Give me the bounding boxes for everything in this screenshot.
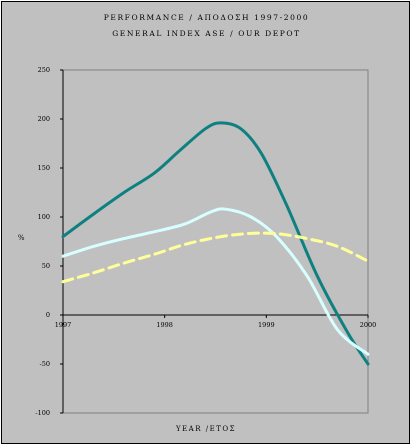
series-line-1 <box>61 121 370 366</box>
x-tick-label: 2000 <box>360 321 377 329</box>
x-axis-title: YEAR /ΕΤΟΣ <box>175 425 236 433</box>
y-tick-label: 100 <box>38 213 50 221</box>
series-line-2 <box>61 207 370 356</box>
chart-subtitle: GENERAL INDEX ASE / OUR DEPOT <box>112 29 301 38</box>
x-tick-label: 1997 <box>55 321 72 329</box>
series-group <box>61 121 370 366</box>
y-tick-label: -50 <box>40 360 50 368</box>
y-tick-label: 0 <box>46 311 50 319</box>
y-tick-label: -100 <box>35 409 50 417</box>
axes <box>60 69 369 414</box>
series-line-3 <box>61 231 370 284</box>
y-tick-label: 150 <box>38 164 50 172</box>
y-axis-title: % <box>18 234 26 242</box>
x-tick-label: 1998 <box>156 321 173 329</box>
axis-labels: -100 -50 0 50 100 150 200 250 1997 1998 1999 2000 YE… <box>18 66 376 433</box>
y-tick-label: 50 <box>42 262 50 270</box>
y-tick-label: 250 <box>38 66 50 74</box>
y-tick-label: 200 <box>38 115 50 123</box>
x-tick-label: 1999 <box>258 321 275 329</box>
chart-title: PERFORMANCE / ΑΠΟΔΟΣΗ 1997-2000 <box>103 13 310 22</box>
